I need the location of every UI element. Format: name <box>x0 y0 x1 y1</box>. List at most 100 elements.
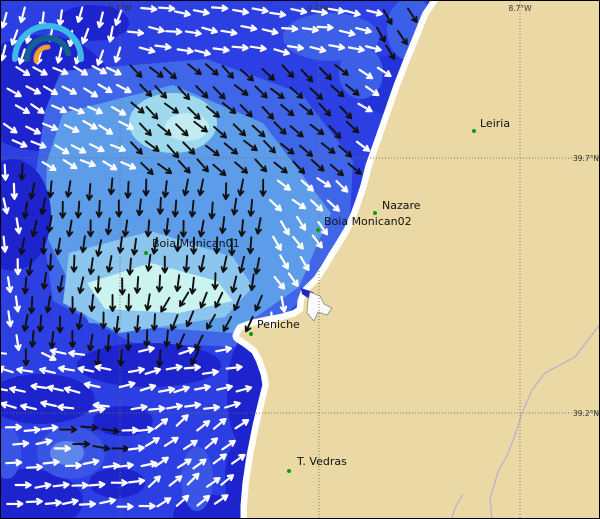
wave-arrow <box>57 403 75 411</box>
wave-arrow <box>139 383 157 392</box>
wave-arrow <box>254 294 263 312</box>
wave-arrow <box>309 123 325 136</box>
wave-height-contour <box>1 469 83 518</box>
wave-arrow <box>144 140 160 152</box>
wave-arrow <box>42 85 58 96</box>
wave-arrow <box>310 158 325 172</box>
wave-arrow <box>94 275 102 294</box>
wave-arrow <box>276 179 291 191</box>
wave-arrow <box>99 497 116 505</box>
wave-arrow <box>240 24 258 32</box>
wave-arrow <box>122 219 130 238</box>
wave-arrow <box>124 333 132 351</box>
wave-arrow <box>186 472 200 486</box>
wave-arrow <box>173 10 191 18</box>
wave-arrow <box>1 44 7 62</box>
wave-arrow <box>292 160 306 175</box>
wave-arrow <box>147 475 161 488</box>
wave-arrow <box>161 180 169 198</box>
wave-arrow <box>279 142 295 155</box>
wave-arrow <box>129 64 143 78</box>
wave-arrow <box>18 237 26 256</box>
wave-arrow <box>281 64 295 78</box>
wave-arrow <box>178 346 195 355</box>
wave-arrow <box>77 276 85 294</box>
wave-arrow <box>51 104 67 114</box>
wave-arrow <box>35 438 53 446</box>
wave-arrow <box>299 103 314 116</box>
wave-arrow <box>158 386 176 394</box>
wave-arrow <box>42 122 59 132</box>
wave-arrow <box>91 65 107 75</box>
wave-arrow <box>261 105 275 120</box>
wave-arrow <box>98 124 114 135</box>
wave-arrow <box>39 197 47 215</box>
wave-arrow <box>259 178 267 197</box>
wave-arrow <box>140 460 158 468</box>
wave-arrow <box>48 330 56 349</box>
wave-arrow <box>95 199 103 218</box>
wave-arrow <box>205 105 220 118</box>
wave-arrow <box>87 257 95 275</box>
wave-arrow <box>280 103 295 117</box>
wave-arrow <box>88 480 106 489</box>
wave-arrow <box>129 141 143 155</box>
meridian-label: 9.7°W <box>108 4 132 13</box>
wave-arrow <box>251 6 269 15</box>
wave-arrow <box>347 45 365 53</box>
wave-arrow <box>104 217 113 236</box>
wave-arrow <box>56 315 64 334</box>
wave-arrow <box>345 83 360 96</box>
wave-arrow <box>158 4 176 13</box>
wave-arrow <box>109 143 127 153</box>
meridian-label: 8.7°W <box>508 4 532 13</box>
wave-arrow <box>231 197 239 216</box>
wave-arrow <box>39 366 56 375</box>
wave-arrow <box>44 499 62 507</box>
wave-arrow <box>63 386 81 394</box>
wave-arrow <box>329 163 344 177</box>
wave-arrow <box>216 383 233 391</box>
wave-arrow <box>225 363 243 372</box>
wave-arrow <box>53 444 71 453</box>
wave-arrow <box>220 28 238 37</box>
wave-arrow <box>184 29 202 37</box>
wave-arrow <box>213 494 229 505</box>
wave-arrow <box>192 458 207 470</box>
wave-arrow <box>299 256 310 272</box>
wave-arrow <box>221 439 236 451</box>
wave-arrow <box>92 444 111 452</box>
wave-arrow <box>154 43 172 51</box>
wave-arrow <box>62 158 78 170</box>
wave-arrow <box>187 63 202 76</box>
wave-arrow <box>212 163 227 177</box>
wave-arrow <box>193 383 211 392</box>
wave-arrow <box>1 11 8 29</box>
wave-arrow <box>118 380 136 389</box>
wave-arrow <box>335 180 349 193</box>
wave-height-contour <box>339 47 383 99</box>
wave-arrow <box>68 349 86 358</box>
wave-arrow <box>49 347 67 356</box>
wave-arrow <box>287 272 299 287</box>
wave-arrow <box>128 477 146 485</box>
wave-arrow <box>317 220 328 236</box>
wave-arrow <box>139 83 153 97</box>
wave-arrow <box>88 406 106 414</box>
wave-arrow <box>87 105 103 115</box>
wave-arrow <box>133 315 141 333</box>
wave-arrow <box>121 426 139 434</box>
wave-arrow <box>1 235 9 253</box>
wave-arrow <box>365 45 382 53</box>
wave-arrow <box>261 28 279 36</box>
wave-arrow <box>222 182 230 201</box>
wave-arrow <box>273 275 286 290</box>
wave-arrow <box>185 310 195 328</box>
wave-arrow <box>104 334 112 353</box>
wave-arrow <box>4 423 22 431</box>
wave-arrow <box>14 334 22 351</box>
wave-arrow <box>1 388 9 392</box>
wave-arrow <box>328 125 342 139</box>
